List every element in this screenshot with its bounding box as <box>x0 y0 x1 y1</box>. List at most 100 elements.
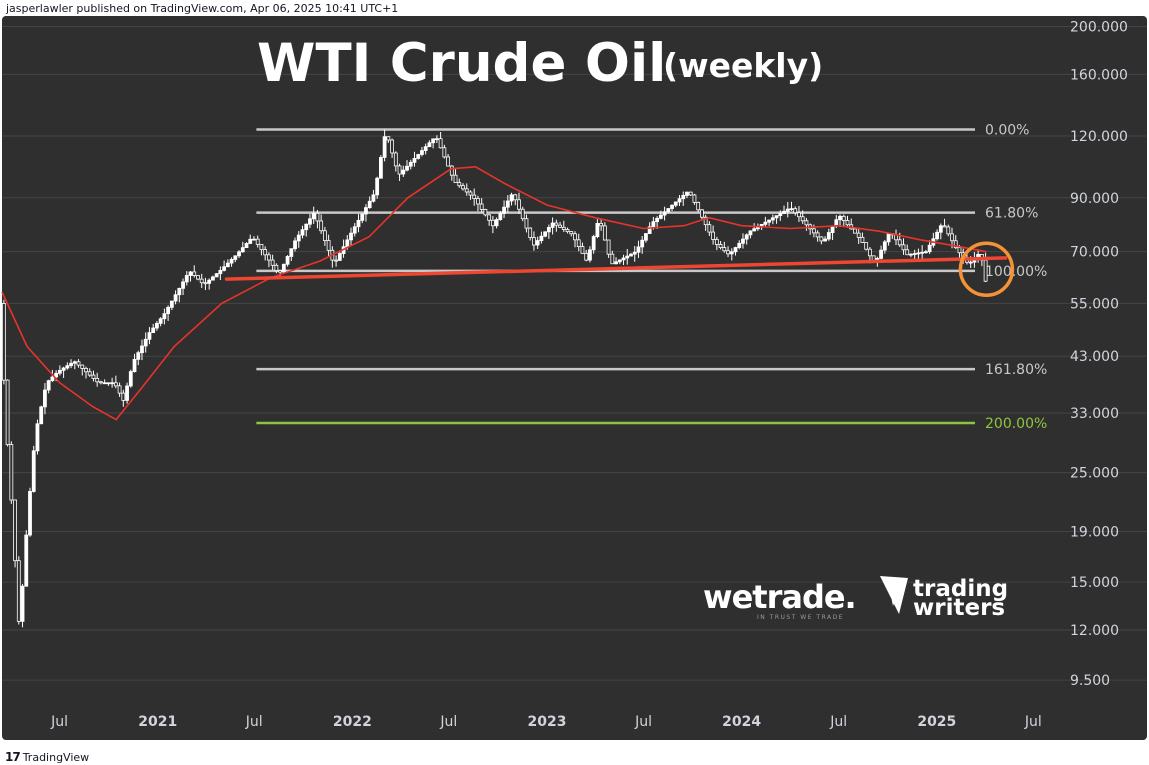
trading-logo-text: trading <box>913 576 1008 602</box>
candle-body <box>677 198 682 203</box>
candle-body <box>196 275 200 280</box>
candle-body <box>770 217 775 221</box>
candle-body <box>207 279 212 284</box>
candle-body <box>364 207 368 215</box>
candle-body <box>841 215 846 221</box>
candle-body <box>811 228 816 234</box>
y-tick-label: 19.000 <box>1070 524 1119 540</box>
candle-body <box>629 253 633 257</box>
candle-body <box>823 238 827 242</box>
candle-body <box>882 241 887 251</box>
moving-average-line <box>1 165 987 421</box>
y-tick-label: 9.500 <box>1070 673 1110 689</box>
candle-body <box>767 219 772 223</box>
candle-body <box>789 208 794 211</box>
candle-body <box>367 200 372 209</box>
candle-body <box>748 230 753 236</box>
price-chart[interactable]: 200.000 160.000 120.000 90.000 70.000 55.000 4… <box>0 16 1149 742</box>
candle-body <box>879 249 883 259</box>
candle-body <box>214 273 219 278</box>
candle-body <box>401 169 406 175</box>
candle-body <box>199 278 204 284</box>
candle-body <box>352 226 357 234</box>
candle-body <box>819 236 824 242</box>
candle-body <box>304 223 309 231</box>
candle-body <box>99 381 103 384</box>
candle-body <box>121 392 126 401</box>
candle-body <box>72 361 77 364</box>
candle-body <box>20 585 25 622</box>
grid <box>2 25 1147 681</box>
candle-body <box>647 226 652 234</box>
candle-body <box>722 247 727 252</box>
candle-body <box>106 382 111 385</box>
candle-body <box>509 194 514 202</box>
x-axis: Jul 2021 Jul 2022 Jul 2023 Jul 2024 Jul 2025 Jul <box>50 714 1042 730</box>
candle-body <box>554 222 559 226</box>
candle-body <box>35 423 40 452</box>
candle-body <box>853 228 857 234</box>
candle-body <box>494 219 499 227</box>
candle-body <box>293 240 297 250</box>
candle-body <box>558 224 562 228</box>
candle-body <box>337 253 342 261</box>
candle-body <box>606 239 611 255</box>
candle-body <box>255 238 260 245</box>
candle-body <box>543 231 548 237</box>
candle-body <box>946 226 951 235</box>
candle-body <box>177 287 182 296</box>
candle-body <box>54 372 59 378</box>
candle-body <box>938 225 943 233</box>
candle-body <box>61 367 66 371</box>
candle-body <box>707 224 712 233</box>
candle-body <box>640 239 645 248</box>
candle-body <box>953 240 958 249</box>
candle-body <box>621 257 626 261</box>
candle-body <box>371 194 376 202</box>
candle-body <box>867 248 872 257</box>
candle-body <box>281 263 286 273</box>
candle-body <box>826 232 831 240</box>
candle-body <box>322 230 327 241</box>
candle-body <box>774 215 779 219</box>
candle-body <box>539 235 544 242</box>
candle-body <box>16 560 21 622</box>
candle-body <box>464 188 469 193</box>
x-tick-label: Jul <box>245 714 263 730</box>
candle-body <box>46 380 51 391</box>
highlight-circle <box>958 241 1015 297</box>
candle-body <box>595 222 600 237</box>
candle-body <box>446 156 450 167</box>
candle-body <box>912 253 917 255</box>
candle-body <box>920 251 925 254</box>
candle-body <box>711 231 716 240</box>
candle-body <box>438 138 443 149</box>
candle-body <box>614 261 618 265</box>
candle-body <box>147 332 152 340</box>
candle-body <box>173 294 178 302</box>
x-tick-label: 2025 <box>917 714 956 730</box>
candle-body <box>696 201 701 211</box>
candle-body <box>345 239 350 248</box>
candle-body <box>270 259 275 266</box>
candle-body <box>923 251 928 254</box>
tradingview-attribution[interactable]: 17 TradingView <box>5 750 89 764</box>
candle-body <box>632 251 637 255</box>
candle-body <box>326 240 331 251</box>
candle-body <box>308 218 312 225</box>
candle-body <box>576 239 581 247</box>
candle-body <box>468 191 473 196</box>
candle-body <box>136 352 141 360</box>
x-tick-label: 2023 <box>528 714 567 730</box>
candle-body <box>602 225 607 241</box>
candle-body <box>229 259 234 264</box>
candle-body <box>550 222 555 228</box>
candle-body <box>95 378 100 383</box>
candle-body <box>416 154 421 159</box>
candle-body <box>91 374 96 379</box>
candle-body <box>935 231 939 240</box>
candle-body <box>285 256 290 265</box>
candle-body <box>886 233 891 243</box>
candle-body <box>263 249 268 256</box>
candle-body <box>476 198 480 205</box>
